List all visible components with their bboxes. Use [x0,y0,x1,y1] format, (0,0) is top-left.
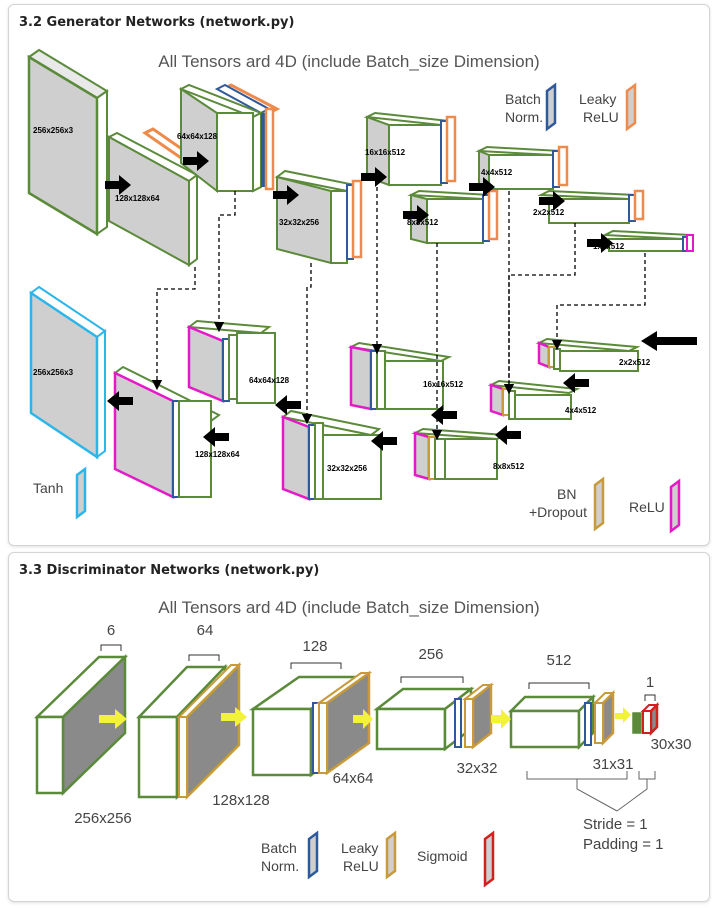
disc-block-2: 64 128x128 [136,622,270,809]
encoder-label-8: 2x2x512 [533,208,565,217]
disc-size-label-4: 32x32 [457,760,498,777]
decoder-label-3: 64x64x128 [249,376,290,385]
disc-channel-label-4: 256 [418,646,443,663]
disc-legend-batch-norm: Batch Norm. [261,830,319,880]
generator-section-title: 3.2 Generator Networks (network.py) [19,15,295,30]
encoder-block-8: 2x2x512 [533,189,645,224]
svg-text:ReLU: ReLU [629,499,665,515]
disc-block-5: 512 31x31 [507,652,634,773]
discriminator-heading: All Tensors ard 4D (include Batch_size D… [158,598,539,617]
encoder-label-4: 32x32x256 [279,218,320,227]
legend-leaky-relu: Leaky ReLU [579,82,637,132]
encoder-label-7: 4x4x512 [481,168,513,177]
decoder-label-6: 8x8x512 [493,462,525,471]
disc-block-4: 256 32x32 [373,646,498,777]
disc-block-6: 1 30x30 [632,674,692,753]
svg-text:Batch: Batch [505,91,541,107]
generator-diagram: All Tensors ard 4D (include Batch_size D… [27,48,697,534]
encoder-block-5: 16x16x512 [363,111,457,187]
disc-channel-label-1: 6 [107,622,115,639]
encoder-label-6: 8x8x512 [407,218,439,227]
decoder-label-5: 16x16x512 [423,380,464,389]
svg-text:Leaky: Leaky [579,91,616,107]
padding-label: Padding = 1 [583,836,664,853]
svg-text:ReLU: ReLU [583,109,619,125]
encoder-label-5: 16x16x512 [365,148,406,157]
disc-size-label-3: 64x64 [333,770,374,787]
disc-legend-leaky-relu: Leaky ReLU [341,830,397,880]
svg-text:ReLU: ReLU [343,858,379,874]
legend-relu: ReLU [629,478,681,534]
discriminator-section-title: 3.3 Discriminator Networks (network.py) [19,563,320,578]
decoder-block-6: 8x8x512 [411,427,525,481]
decoder-label-2: 128x128x64 [195,450,240,459]
disc-block-3: 128 64x64 [249,638,374,787]
encoder-label-2: 128x128x64 [115,194,160,203]
disc-channel-label-5: 512 [546,652,571,669]
decoder-block-8: 2x2x512 [535,337,651,372]
disc-channel-label-6: 1 [646,674,654,691]
encoder-flow-arrows [105,151,613,253]
decoder-flow-arrows [107,331,697,451]
disc-channel-label-2: 64 [197,622,214,639]
skip-connections [151,187,646,441]
disc-size-label-6: 30x30 [651,736,692,753]
decoder-label-4: 32x32x256 [327,464,368,473]
discriminator-diagram: All Tensors ard 4D (include Batch_size D… [33,598,692,888]
disc-channel-label-3: 128 [302,638,327,655]
encoder-block-4: 32x32x256 [274,169,363,265]
legend-tanh: Tanh [33,466,87,520]
svg-text:+Dropout: +Dropout [529,504,587,520]
encoder-block-7: 4x4x512 [475,145,569,191]
encoder-label-9: 1x1x512 [593,242,625,251]
svg-text:Batch: Batch [261,840,297,856]
encoder-block-2: 128x128x64 [106,127,208,267]
encoder-label-3: 64x64x128 [177,132,218,141]
decoder-block-3: 64x64x128 [186,319,290,404]
disc-flow-arrows [99,707,631,729]
disc-size-label-5: 31x31 [593,756,634,773]
encoder-block-1: 256x256x3 [27,48,109,237]
generator-heading: All Tensors ard 4D (include Batch_size D… [158,52,539,71]
decoder-block-5: 16x16x512 [347,341,464,411]
stride-bracket [526,771,656,812]
encoder-block-3: 64x64x128 [177,83,281,194]
discriminator-card: 3.3 Discriminator Networks (network.py) … [8,552,710,902]
svg-text:Leaky: Leaky [341,840,378,856]
svg-text:Sigmoid: Sigmoid [417,848,468,864]
decoder-block-4: 32x32x256 [280,409,382,501]
decoder-label-7: 4x4x512 [565,406,597,415]
decoder-block-1: 256x256x3 [29,285,107,460]
stride-label: Stride = 1 [583,816,648,833]
generator-card: 3.2 Generator Networks (network.py) All … [8,4,710,546]
disc-legend-sigmoid: Sigmoid [417,830,495,888]
disc-block-1: 6 256x256 [33,622,132,827]
encoder-block-9: 1x1x512 [593,229,695,252]
disc-size-label-2: 128x128 [212,792,270,809]
encoder-block-6: 8x8x512 [407,189,499,245]
legend-batch-norm: Batch Norm. [505,82,557,132]
decoder-label-1: 256x256x3 [33,368,74,377]
legend-bn-dropout: BN +Dropout [529,476,605,532]
decoder-label-8: 2x2x512 [619,358,651,367]
encoder-label-1: 256x256x3 [33,126,74,135]
svg-text:Norm.: Norm. [261,858,299,874]
svg-text:Norm.: Norm. [505,109,543,125]
svg-text:Tanh: Tanh [33,480,63,496]
svg-text:BN: BN [557,486,576,502]
disc-size-label-1: 256x256 [74,810,132,827]
